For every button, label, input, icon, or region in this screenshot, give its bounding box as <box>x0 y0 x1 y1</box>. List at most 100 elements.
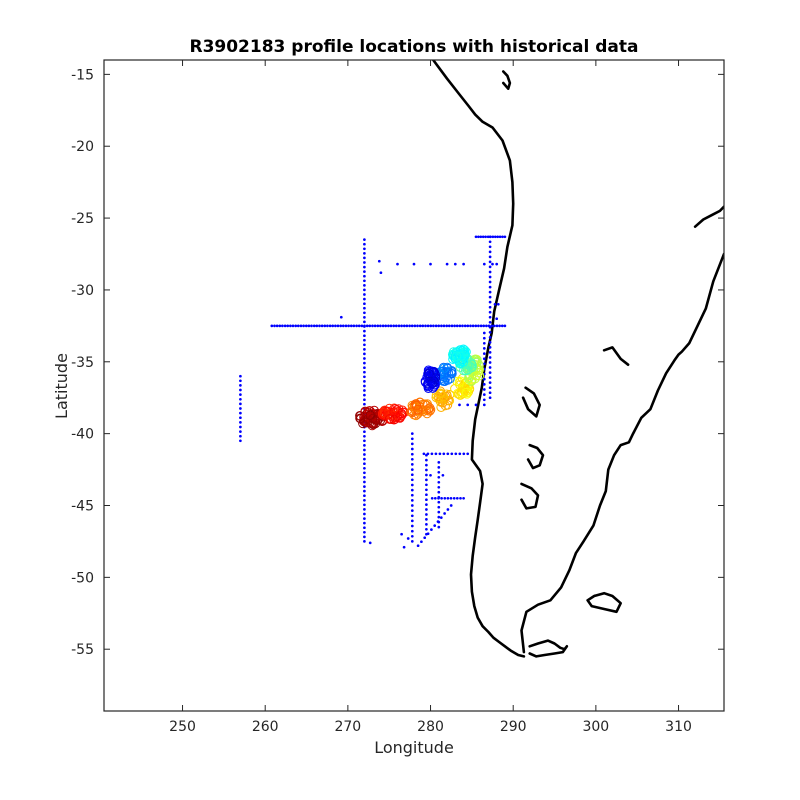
historical-point <box>239 407 242 410</box>
historical-point <box>363 238 366 241</box>
historical-point <box>294 324 298 328</box>
historical-point <box>410 468 414 471</box>
profile-location-marker <box>443 367 453 378</box>
historical-point <box>441 473 445 477</box>
historical-point <box>402 324 406 328</box>
profile-location-marker <box>420 399 430 409</box>
historical-point <box>488 290 492 294</box>
historical-data-layer <box>239 235 507 549</box>
historical-point <box>363 274 366 278</box>
coastline <box>501 70 512 90</box>
x-tick-label: 310 <box>665 719 692 735</box>
historical-point <box>239 397 242 401</box>
y-tick-label: -30 <box>71 283 94 299</box>
historical-point <box>442 452 446 456</box>
y-tick-label: -55 <box>71 642 94 658</box>
historical-point <box>498 324 501 328</box>
historical-point <box>368 541 372 545</box>
historical-point <box>392 324 396 328</box>
y-tick-label: -35 <box>71 355 94 371</box>
historical-point <box>446 496 450 500</box>
historical-point <box>418 324 422 328</box>
profile-location-marker <box>440 400 450 411</box>
historical-point <box>449 496 453 500</box>
historical-point <box>488 346 492 349</box>
historical-point <box>498 235 502 239</box>
historical-point <box>334 324 337 328</box>
historical-point <box>410 540 414 543</box>
historical-point <box>503 324 507 328</box>
historical-point <box>363 329 366 333</box>
historical-point <box>363 471 366 475</box>
historical-point <box>438 452 442 456</box>
historical-point <box>312 324 316 328</box>
historical-point <box>488 285 492 289</box>
historical-point <box>488 341 492 344</box>
historical-point <box>458 452 462 456</box>
historical-point <box>477 235 480 239</box>
historical-point <box>482 388 486 391</box>
historical-point <box>363 375 366 379</box>
coastline <box>602 346 630 367</box>
historical-point <box>482 336 486 340</box>
historical-point <box>299 324 303 328</box>
historical-point <box>496 235 500 239</box>
profile-location-marker <box>456 351 466 361</box>
historical-point <box>484 235 487 239</box>
profile-location-marker <box>378 407 388 417</box>
historical-point <box>368 324 372 328</box>
historical-point <box>482 324 486 328</box>
historical-point <box>425 483 428 487</box>
historical-point <box>442 324 446 328</box>
y-tick-label: -25 <box>71 211 94 227</box>
historical-point <box>363 434 366 438</box>
historical-point <box>437 480 441 484</box>
historical-point <box>437 461 441 464</box>
historical-point <box>363 279 366 283</box>
historical-point <box>307 324 311 328</box>
profile-location-marker <box>451 351 462 361</box>
profile-location-marker <box>424 368 434 379</box>
historical-point <box>360 324 364 328</box>
historical-point <box>363 284 366 287</box>
historical-point <box>425 508 428 511</box>
historical-point <box>437 466 441 469</box>
y-tick-label: -15 <box>71 67 94 83</box>
historical-point <box>302 324 305 328</box>
profile-location-marker <box>355 411 365 421</box>
historical-point <box>488 300 492 304</box>
historical-point <box>466 452 470 456</box>
historical-point <box>341 324 345 328</box>
historical-point <box>239 411 242 415</box>
historical-point <box>495 324 499 328</box>
historical-point <box>482 398 486 402</box>
historical-point <box>496 302 500 306</box>
historical-point <box>488 250 492 254</box>
historical-point <box>363 540 366 543</box>
historical-point <box>344 324 348 328</box>
historical-point <box>491 262 494 266</box>
historical-point <box>422 452 426 456</box>
historical-point <box>239 416 242 420</box>
coastline <box>586 591 623 614</box>
historical-point <box>466 324 470 328</box>
historical-point <box>363 380 366 383</box>
historical-point <box>379 324 382 328</box>
historical-point <box>394 324 398 328</box>
historical-point <box>421 324 425 328</box>
historical-point <box>365 324 369 328</box>
historical-point <box>357 324 361 328</box>
historical-point <box>488 240 492 244</box>
historical-point <box>439 516 443 519</box>
historical-point <box>363 361 366 365</box>
y-axis: -15 -20 -25 -30 -35 -40 -45 -50 -55 <box>71 67 724 658</box>
historical-point <box>495 262 499 266</box>
historical-point <box>458 324 462 328</box>
historical-point <box>278 324 282 328</box>
historical-point <box>462 452 466 456</box>
historical-point <box>371 324 374 328</box>
historical-point <box>363 265 366 269</box>
profile-location-marker <box>462 387 472 398</box>
historical-point <box>363 270 366 273</box>
